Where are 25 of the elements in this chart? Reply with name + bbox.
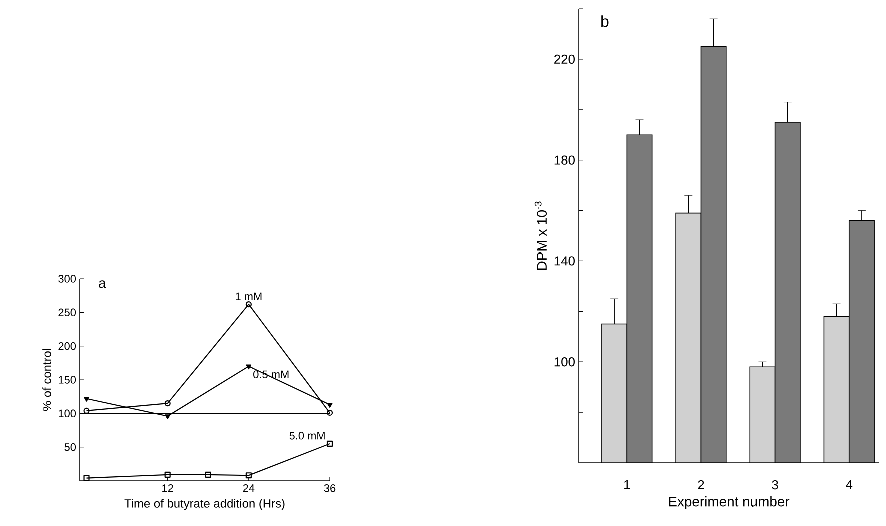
y-tick-label: 300: [58, 275, 76, 283]
x-axis-title: Time of butyrate addition (Hrs): [124, 499, 285, 510]
y-tick-label: 180: [554, 156, 575, 165]
x-tick-label: 12: [162, 484, 174, 492]
y-tick-label: 200: [58, 342, 76, 350]
x-axis-title: Experiment number: [669, 496, 790, 510]
y-tick-label: 150: [59, 376, 76, 384]
x-tick-label: 2: [698, 480, 704, 490]
y-tick-label: 50: [64, 443, 76, 452]
x-tick-label: 24: [243, 484, 255, 492]
y-tick-label: 140: [554, 256, 575, 266]
x-tick-label: 36: [324, 484, 336, 492]
y-tick-label: 220: [554, 54, 575, 64]
y-axis-title: % of control: [42, 349, 52, 412]
y-tick-label: 100: [59, 410, 76, 418]
y-tick-label: 100: [554, 358, 575, 367]
x-tick-label: 3: [772, 480, 778, 490]
y-axis-title: DPM x 10$^{-3}$: [534, 202, 548, 270]
chart-title: b: [602, 16, 609, 28]
x-tick-label: 1: [624, 480, 630, 490]
chart-title: a: [99, 280, 106, 288]
x-tick-label: 4: [846, 480, 853, 490]
y-tick-label: 250: [58, 308, 76, 317]
series-label: 5.0 mM: [290, 432, 325, 440]
series-label: 1 mM: [236, 292, 262, 300]
